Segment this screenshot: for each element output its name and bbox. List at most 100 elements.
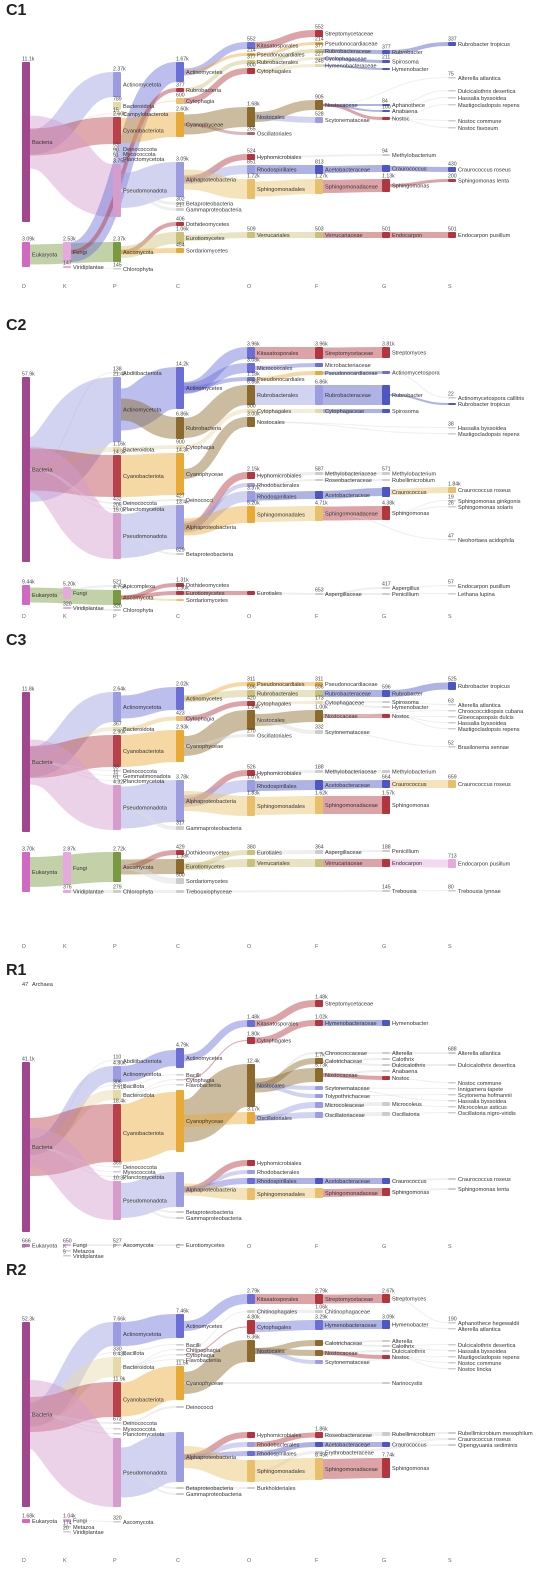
node-label: Apicomplexa (123, 584, 156, 590)
node-label: Cytophagales (257, 1039, 291, 1045)
node-label: Scytonemataceae (325, 730, 370, 736)
sankey-node (448, 167, 456, 172)
sankey-node (247, 1340, 255, 1362)
node-value: 3.96k (247, 342, 260, 348)
node-value: 90 (113, 148, 119, 154)
node-label: Abditibacteriota (123, 1059, 162, 1065)
sankey-node (382, 593, 390, 595)
node-label: Ascomycota (123, 250, 154, 256)
node-label: Mastigocladopsis repens (458, 1355, 520, 1361)
sankey-node (176, 88, 184, 92)
node-label: Chitinophagaceae (325, 1310, 370, 1316)
node-label: Myxococcota (123, 1170, 157, 1176)
node-label: Mastigocladopsis repens (458, 103, 520, 109)
sankey-node (382, 1178, 390, 1184)
sankey-node (382, 487, 390, 497)
sankey-node (113, 372, 121, 374)
node-label: Scytonemataceae (325, 1086, 370, 1092)
node-label: Craurococcus roseus (458, 488, 511, 494)
node-label: Bacteroidota (123, 727, 155, 733)
sankey-link (389, 1112, 449, 1115)
sankey-link (322, 1060, 383, 1066)
sankey-node (382, 154, 390, 156)
sankey-node (22, 1519, 30, 1523)
node-label: Calothrix (392, 1344, 414, 1350)
node-value: 245 (315, 59, 324, 65)
node-value: 13.4k (176, 500, 189, 506)
node-label: Rubrobacter tropicus (458, 402, 510, 408)
node-label: Campylobacterota (123, 112, 169, 118)
node-label: Rubrobacteraceae (325, 692, 371, 698)
node-label: Viridiplantae (73, 265, 104, 271)
sankey-node (247, 165, 255, 174)
node-value: 33 (113, 765, 119, 771)
node-label: Hymenobacter (392, 1021, 429, 1027)
sankey-link (183, 780, 248, 807)
sankey-node (448, 433, 456, 435)
node-label: Oscillatoriaceae (325, 1113, 365, 1119)
node-label: Nostocaceae (325, 103, 358, 109)
sankey-node (176, 878, 184, 884)
sankey-node (448, 42, 456, 46)
sankey-node (382, 472, 390, 475)
node-value: 3.78k (176, 775, 189, 781)
sankey-node (382, 232, 390, 238)
node-value: 2.02k (176, 682, 189, 688)
node-label: Nostocaceae (325, 714, 358, 720)
node-label: Alterella (392, 1339, 413, 1345)
node-label: Cytophagales (257, 702, 291, 708)
sankey-link (27, 1127, 116, 1220)
node-label: Bacteria (32, 1413, 53, 1419)
node-value: 1.07k (247, 775, 260, 781)
sankey-node (176, 1217, 184, 1219)
node-label: Methylobacterium (392, 153, 436, 159)
sankey-node (382, 68, 390, 70)
sankey-node (448, 427, 456, 429)
sankey-node (247, 1451, 255, 1456)
sankey-node (113, 513, 121, 559)
sankey-link (120, 1079, 177, 1096)
node-label: Acetobacteraceae (325, 783, 370, 789)
node-label: Craurococcus (392, 490, 427, 496)
sankey-node (448, 539, 456, 541)
sankey-node (113, 1428, 121, 1430)
sankey-link (29, 254, 114, 269)
sankey-link (120, 805, 177, 830)
node-value: 14.3k (176, 448, 189, 454)
sankey-link (183, 377, 248, 390)
node-value: 7.74k (382, 1453, 395, 1459)
node-value: 376 (63, 885, 72, 891)
node-value: 2.64k (113, 687, 126, 693)
sankey-link (389, 179, 449, 187)
node-label: Betaproteobacteria (186, 1486, 234, 1492)
node-value: 501 (448, 227, 457, 233)
sankey-node (448, 682, 456, 690)
node-label: Aspergillaceae (325, 592, 362, 598)
sankey-link (322, 1320, 383, 1330)
sankey-node (176, 248, 184, 253)
sankey-node (382, 796, 390, 814)
sankey-link (322, 1094, 449, 1097)
sankey-link (322, 49, 383, 54)
rank-axis-label: F (315, 944, 319, 950)
sankey-node (176, 1432, 184, 1482)
sankey-link (29, 727, 114, 764)
node-label: Actinomycetota (123, 1072, 162, 1078)
sankey-node (382, 117, 390, 120)
node-label: Actinomycetes (186, 697, 223, 703)
sankey-link (183, 409, 248, 449)
sankey-node (448, 500, 456, 502)
node-label: Eurotiomycetes (186, 1243, 225, 1249)
sankey-node (315, 850, 323, 854)
node-label: Dulcicalothrix (392, 1063, 425, 1069)
sankey-link (120, 112, 177, 143)
sankey-node (448, 1094, 456, 1096)
node-value: 432 (113, 497, 122, 503)
sankey-node (448, 506, 456, 508)
node-label: Alphaproteobacteria (186, 1188, 237, 1194)
sankey-node (113, 377, 121, 442)
sankey-link (254, 363, 316, 370)
node-label: Streptomycetaceae (325, 1002, 373, 1008)
sankey-node (22, 62, 30, 222)
sankey-node (176, 112, 184, 137)
